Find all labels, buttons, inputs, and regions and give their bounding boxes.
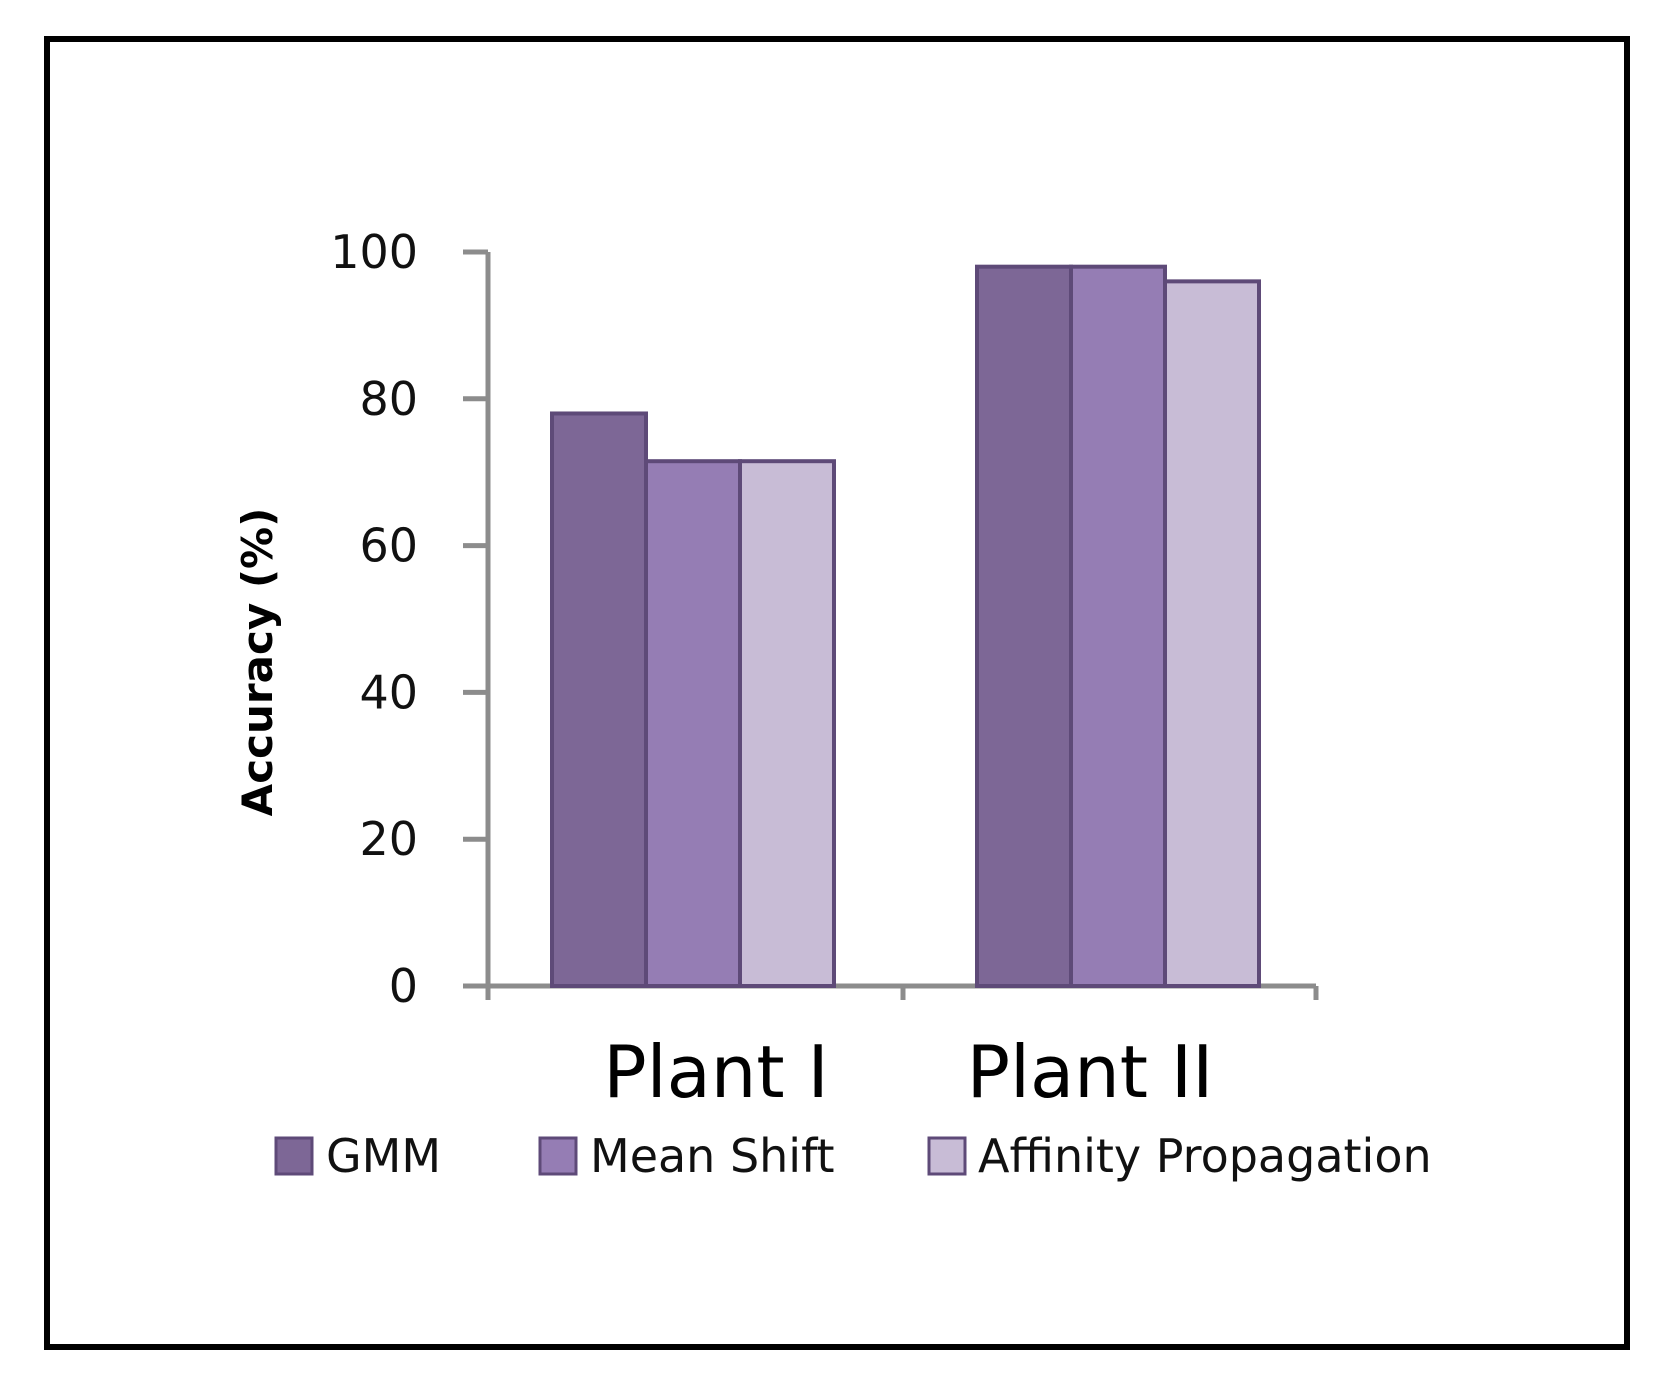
y-axis-label: Accuracy (%) [233, 508, 282, 817]
bar-gmm-plant-i [550, 411, 648, 989]
legend-item-gmm: GMM [274, 1129, 441, 1183]
y-tick-label: 100 [330, 225, 418, 279]
bar-affinity-propagation-plant-ii [1163, 279, 1261, 988]
bar-mean-shift-plant-ii [1069, 264, 1167, 988]
legend-label: Mean Shift [590, 1129, 835, 1183]
y-tick-label: 20 [359, 812, 418, 866]
y-tick-label: 60 [359, 519, 418, 573]
y-tick-label: 80 [359, 372, 418, 426]
legend-swatch [927, 1136, 967, 1176]
bar-gmm-plant-ii [975, 264, 1073, 988]
legend: GMM Mean Shift Affinity Propagation [274, 1129, 1432, 1183]
x-category-label: Plant I [603, 1030, 829, 1114]
bars [550, 264, 1261, 989]
y-tick-label: 40 [359, 665, 418, 719]
legend-label: GMM [326, 1129, 441, 1183]
y-tick-label: 0 [389, 959, 418, 1013]
y-ticks: 0 20 40 60 80 100 [330, 225, 488, 1013]
legend-label: Affinity Propagation [978, 1129, 1432, 1183]
legend-item-mean-shift: Mean Shift [538, 1129, 835, 1183]
bar-affinity-propagation-plant-i [738, 459, 836, 988]
x-category-label: Plant II [967, 1030, 1214, 1114]
legend-swatch [538, 1136, 578, 1176]
bar-mean-shift-plant-i [644, 459, 742, 988]
legend-swatch [274, 1136, 314, 1176]
legend-item-affinity-propagation: Affinity Propagation [927, 1129, 1432, 1183]
figure-frame [44, 36, 1630, 1350]
category-labels: Plant I Plant II [603, 1030, 1213, 1114]
